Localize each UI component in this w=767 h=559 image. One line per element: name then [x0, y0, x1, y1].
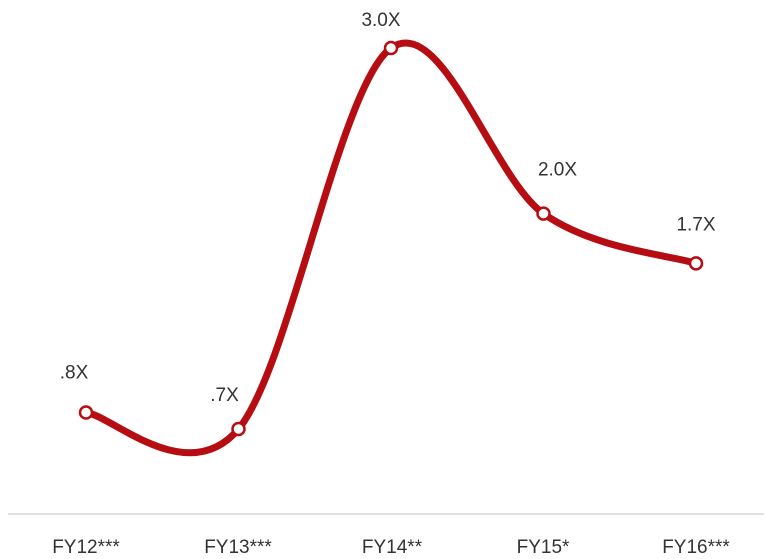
x-tick-label-fy16: FY16***	[662, 537, 730, 558]
data-point-fy14	[383, 40, 399, 56]
x-tick-label-fy12: FY12***	[52, 537, 120, 558]
data-label-fy15: 2.0X	[538, 160, 577, 181]
series-line	[82, 39, 700, 457]
data-point-fy13	[231, 421, 246, 437]
data-point-fy16	[688, 256, 704, 271]
data-point-fy15	[536, 206, 551, 221]
data-point-fy12	[78, 405, 94, 420]
data-label-fy16: 1.7X	[676, 214, 715, 235]
data-label-fy13: .7X	[210, 385, 239, 406]
x-tick-label-fy13: FY13***	[204, 537, 272, 558]
x-tick-label-fy14: FY14**	[362, 537, 423, 558]
data-label-fy12: .8X	[60, 362, 89, 383]
x-tick-label-fy15: FY15*	[517, 537, 570, 558]
data-label-fy14: 3.0X	[361, 10, 400, 31]
